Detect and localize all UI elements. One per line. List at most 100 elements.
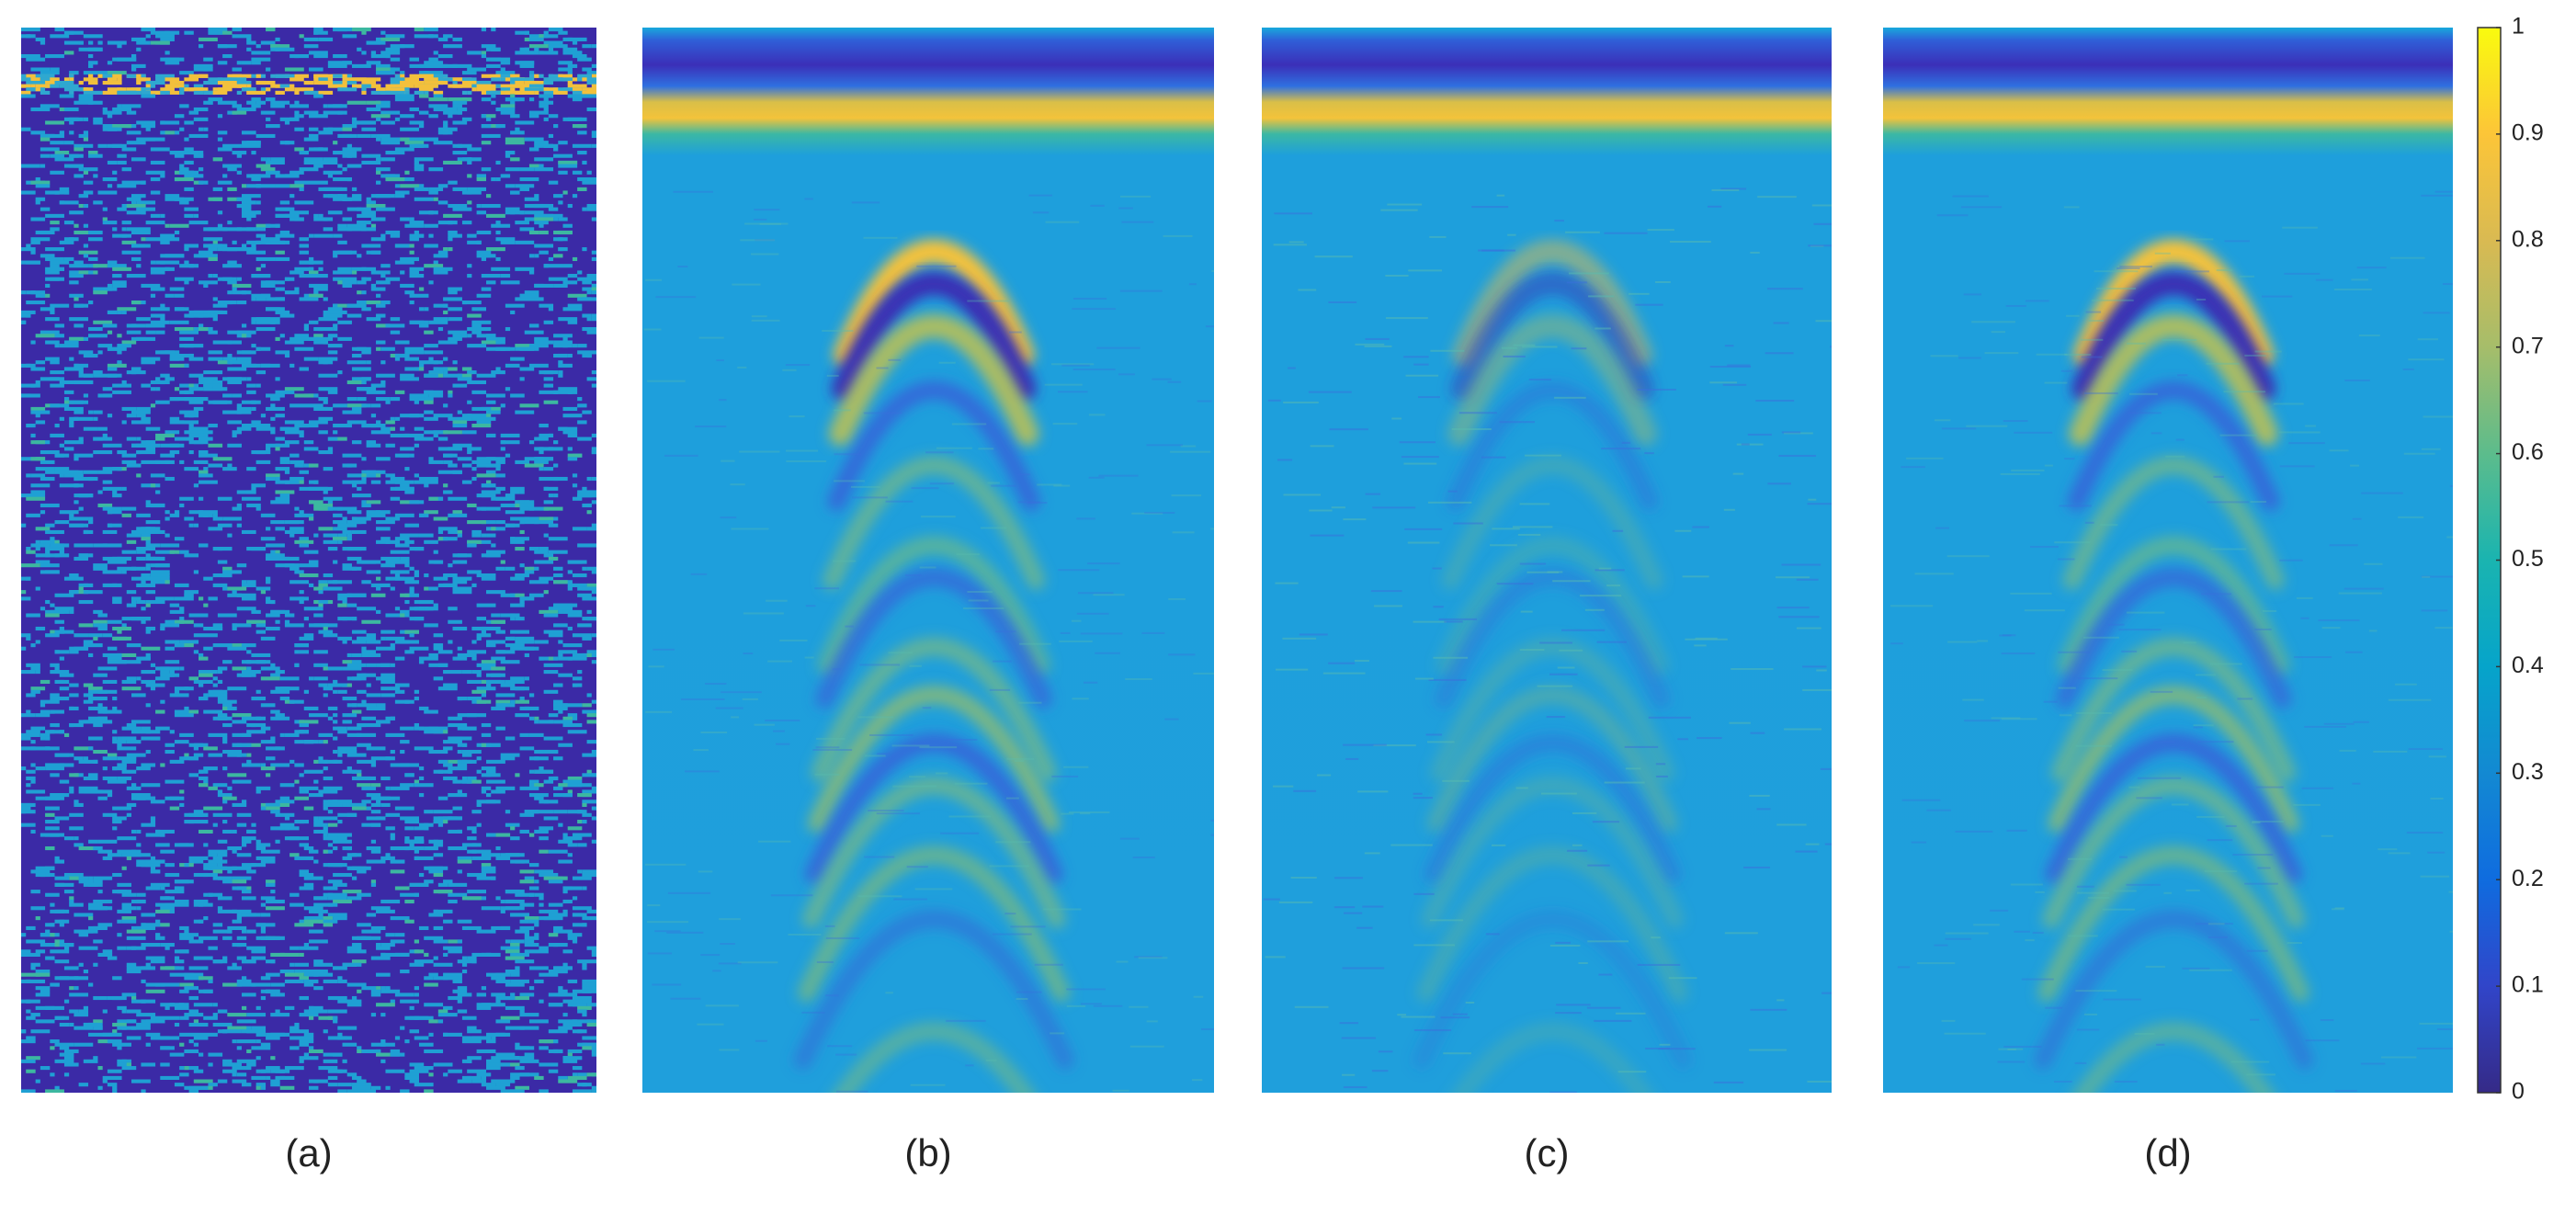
texture xyxy=(376,520,395,525)
texture xyxy=(309,67,323,72)
texture xyxy=(102,124,118,129)
texture xyxy=(126,87,142,92)
texture xyxy=(572,496,583,501)
texture xyxy=(199,449,209,455)
texture xyxy=(519,377,525,381)
texture xyxy=(251,51,271,55)
texture xyxy=(337,336,352,341)
texture xyxy=(102,393,113,398)
texture xyxy=(169,730,175,734)
texture xyxy=(318,590,323,595)
texture xyxy=(155,330,165,335)
texture xyxy=(366,859,386,864)
texture xyxy=(63,576,84,581)
texture xyxy=(471,849,492,854)
texture xyxy=(327,683,347,687)
texture xyxy=(131,37,146,41)
texture xyxy=(45,633,60,638)
texture xyxy=(121,906,137,911)
texture xyxy=(266,406,285,412)
texture xyxy=(467,200,472,205)
texture xyxy=(199,250,213,255)
texture xyxy=(424,397,434,402)
texture xyxy=(150,84,156,88)
texture xyxy=(562,703,568,708)
texture xyxy=(88,334,108,338)
texture xyxy=(309,274,328,278)
texture xyxy=(40,164,46,168)
texture xyxy=(481,44,496,49)
texture xyxy=(45,283,51,289)
texture xyxy=(414,230,419,235)
texture xyxy=(289,892,300,897)
texture xyxy=(586,490,596,494)
texture xyxy=(385,443,395,448)
texture xyxy=(299,886,314,891)
texture xyxy=(591,749,596,754)
texture xyxy=(246,37,252,41)
texture xyxy=(342,640,347,644)
texture xyxy=(528,646,539,651)
texture xyxy=(141,619,146,624)
texture xyxy=(346,537,352,541)
texture xyxy=(361,580,371,584)
texture xyxy=(26,693,36,698)
texture xyxy=(59,94,74,98)
texture xyxy=(313,820,323,824)
texture xyxy=(534,74,539,78)
texture xyxy=(562,779,583,784)
texture xyxy=(21,596,31,601)
texture xyxy=(93,722,103,728)
texture xyxy=(275,496,290,501)
texture xyxy=(88,63,94,68)
texture xyxy=(40,539,60,544)
texture xyxy=(59,673,74,677)
texture xyxy=(534,879,539,884)
texture xyxy=(155,377,161,381)
texture xyxy=(150,866,156,870)
texture xyxy=(404,580,419,584)
texture xyxy=(370,237,386,242)
texture xyxy=(165,51,170,55)
texture xyxy=(199,936,218,940)
texture xyxy=(505,494,516,498)
texture xyxy=(443,430,462,435)
texture xyxy=(505,969,520,974)
texture xyxy=(394,97,414,102)
texture xyxy=(107,71,127,75)
texture xyxy=(424,416,438,421)
texture xyxy=(370,783,381,788)
texture xyxy=(165,510,170,515)
texture xyxy=(303,806,314,811)
texture xyxy=(260,902,267,907)
texture xyxy=(491,543,496,548)
texture xyxy=(255,317,271,322)
texture xyxy=(59,550,64,554)
texture xyxy=(437,1009,448,1014)
texture xyxy=(78,933,89,937)
texture xyxy=(266,28,276,32)
texture xyxy=(107,523,122,528)
texture xyxy=(586,909,596,913)
texture xyxy=(294,663,300,667)
texture xyxy=(236,153,242,158)
texture xyxy=(69,74,74,78)
texture xyxy=(246,743,261,747)
texture xyxy=(93,566,108,571)
texture xyxy=(437,529,444,535)
texture xyxy=(212,823,218,827)
texture xyxy=(227,110,237,115)
texture xyxy=(102,570,122,574)
texture xyxy=(543,80,554,85)
texture xyxy=(491,925,511,931)
texture xyxy=(528,833,535,837)
texture xyxy=(217,300,228,305)
texture xyxy=(102,776,118,781)
texture xyxy=(510,100,516,105)
texture xyxy=(179,732,194,737)
texture xyxy=(524,290,539,295)
texture xyxy=(270,240,290,244)
texture xyxy=(452,84,472,88)
texture xyxy=(558,387,578,391)
texture xyxy=(299,843,309,847)
